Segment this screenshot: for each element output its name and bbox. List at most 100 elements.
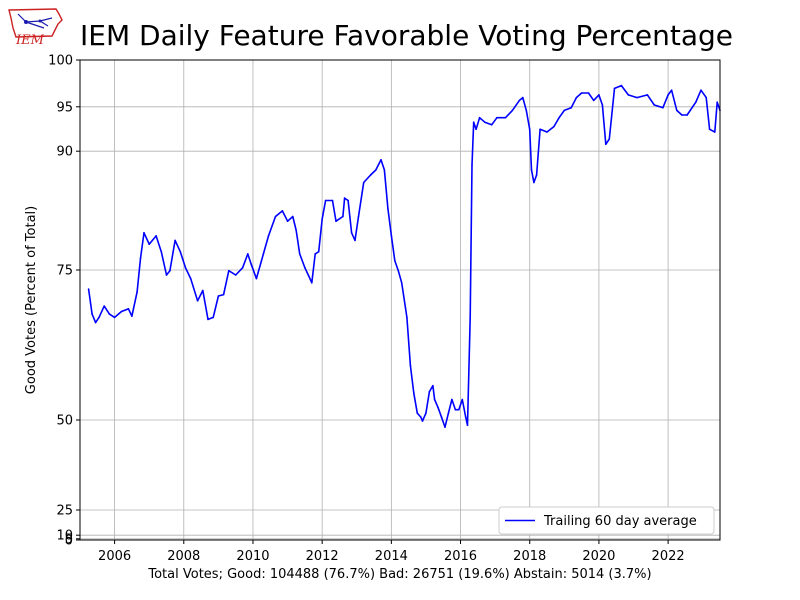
data-point: [695, 101, 697, 103]
data-point: [676, 109, 678, 112]
data-point: [700, 89, 702, 91]
series-lines: [87, 84, 721, 428]
data-point: [458, 408, 460, 411]
data-point: [558, 116, 560, 119]
data-point: [575, 96, 578, 99]
data-point: [108, 313, 111, 315]
data-point: [670, 89, 673, 91]
x-tick-label: 2018: [513, 549, 546, 564]
data-point: [587, 92, 590, 94]
data-point: [469, 316, 472, 319]
network-lines-icon: [17, 13, 53, 29]
data-point: [165, 274, 168, 276]
data-point: [202, 289, 204, 292]
data-point: [601, 104, 604, 106]
y-tick-label: 0: [65, 534, 73, 549]
data-point: [530, 169, 533, 171]
data-point: [369, 174, 372, 176]
data-point: [620, 84, 623, 87]
chart-title: IEM Daily Feature Favorable Voting Perce…: [80, 19, 734, 52]
data-point: [127, 308, 130, 310]
data-point: [169, 269, 171, 272]
x-tick-label: 2012: [306, 549, 339, 564]
data-point: [496, 116, 498, 119]
data-point: [314, 253, 317, 255]
data-point: [262, 253, 265, 255]
data-point: [357, 215, 360, 218]
data-point: [716, 101, 718, 103]
data-point: [440, 416, 443, 418]
x-tick-label: 2008: [167, 549, 200, 564]
data-point: [295, 229, 298, 232]
y-tick-label: 100: [48, 54, 73, 69]
y-tick-label: 75: [56, 264, 73, 279]
data-point: [120, 310, 123, 313]
data-point: [478, 116, 481, 119]
data-point: [454, 408, 457, 411]
y-tick-label: 10: [56, 529, 73, 544]
data-point: [281, 210, 284, 212]
data-point: [708, 128, 711, 131]
data-point: [522, 96, 524, 99]
data-point: [324, 199, 327, 202]
data-point: [546, 131, 548, 133]
data-point: [207, 318, 209, 321]
data-point: [428, 390, 431, 393]
data-point: [335, 220, 337, 222]
data-point: [416, 412, 419, 415]
legend: Trailing 60 day average: [498, 506, 715, 535]
data-point: [383, 169, 386, 171]
series-line: [87, 84, 721, 428]
data-point: [409, 364, 412, 367]
data-point: [420, 416, 422, 418]
data-point: [406, 316, 408, 319]
x-tick-label: 2010: [236, 549, 269, 564]
data-point: [525, 109, 528, 112]
data-point: [592, 99, 595, 102]
data-point: [451, 398, 453, 401]
vote-totals-summary: Total Votes; Good: 104488 (76.7%) Bad: 2…: [148, 567, 652, 582]
data-point: [394, 259, 396, 262]
legend-box: [498, 506, 715, 535]
data-point: [350, 232, 353, 234]
data-point: [94, 321, 97, 324]
y-tick-label: 25: [56, 504, 73, 519]
data-point: [461, 398, 464, 401]
data-point: [148, 243, 150, 245]
data-point: [241, 267, 244, 269]
data-point: [686, 114, 688, 116]
data-point: [247, 253, 249, 255]
data-point: [613, 87, 616, 90]
data-point: [212, 316, 214, 319]
data-point: [504, 116, 507, 119]
iowa-outline-icon: [8, 8, 63, 38]
data-point: [475, 128, 477, 131]
data-point: [464, 416, 467, 418]
data-point: [274, 215, 277, 218]
data-point: [87, 288, 90, 290]
data-point: [437, 406, 439, 409]
data-point: [472, 121, 475, 123]
data-point: [174, 239, 176, 242]
data-point: [155, 235, 157, 237]
plot-area-frame: [79, 59, 721, 541]
data-point: [421, 420, 424, 422]
data-point: [580, 92, 583, 94]
x-tick-label: 2022: [652, 549, 685, 564]
data-point: [432, 384, 434, 387]
data-point: [160, 250, 163, 253]
data-point: [354, 239, 356, 242]
data-point: [234, 274, 237, 276]
x-tick-label: 2020: [582, 549, 615, 564]
data-point: [250, 263, 252, 266]
data-point: [539, 128, 541, 131]
iem-logo: IEM: [8, 8, 63, 48]
data-point: [98, 316, 100, 319]
data-point: [131, 315, 133, 317]
data-point: [331, 199, 334, 202]
data-point: [553, 125, 555, 128]
data-point: [400, 282, 403, 284]
data-point: [413, 392, 415, 395]
